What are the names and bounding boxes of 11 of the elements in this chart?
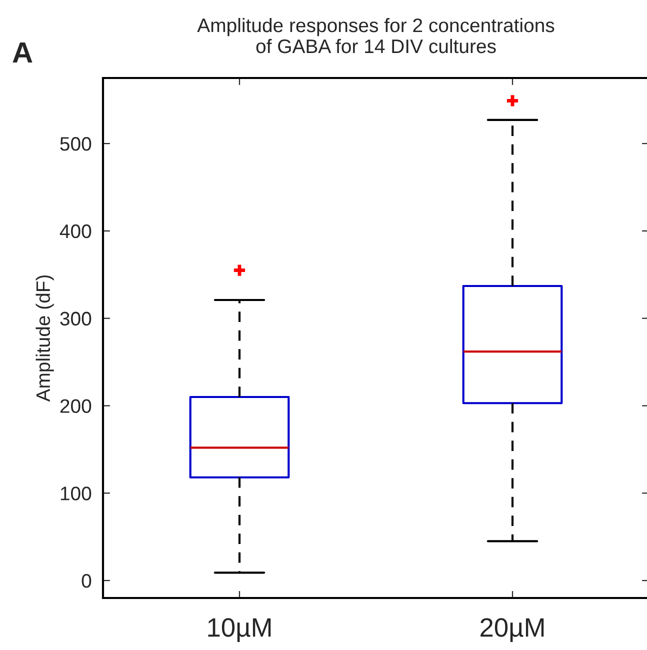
x-tick-label: 20µM (480, 618, 544, 642)
text: A (12, 42, 32, 63)
y-tick-label: 100 (60, 486, 92, 500)
y-tick-label: 200 (60, 399, 92, 413)
chart-title: Amplitude responses for 2 concentrations of GABA for 14 DIV cultures (197, 18, 554, 54)
y-tick-label: 400 (60, 224, 92, 238)
x-tick-label: 10µM (208, 618, 271, 642)
y-tick-label: 0 (82, 574, 92, 588)
y-axis-title: Amplitude (dF) (36, 275, 54, 402)
y-tick-label: 500 (60, 137, 92, 151)
y-tick-label: 300 (60, 312, 92, 326)
